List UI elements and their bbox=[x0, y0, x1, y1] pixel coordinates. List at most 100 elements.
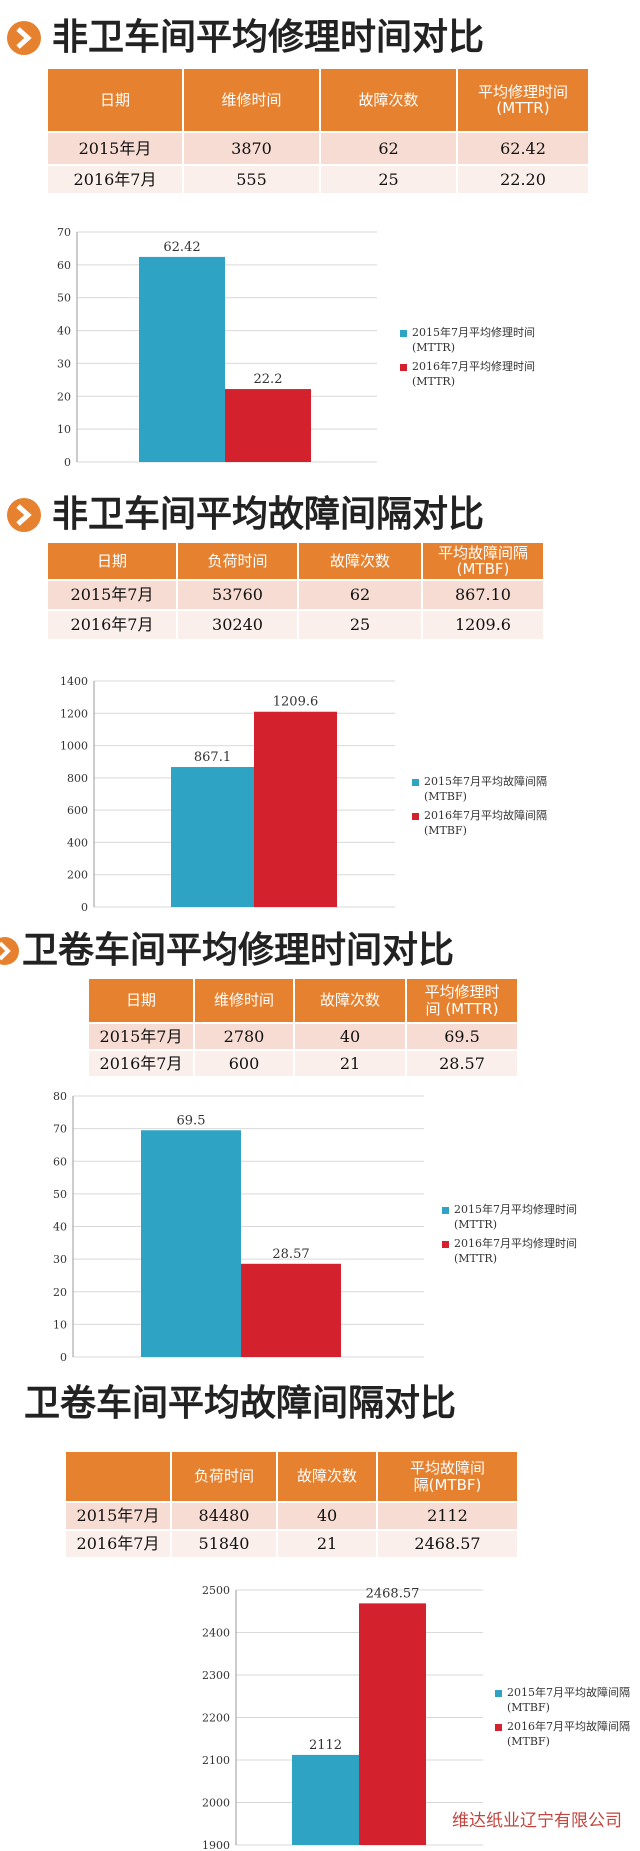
header-cell: 故障次数 bbox=[320, 68, 457, 132]
legend-item: 2016年7月平均故障间隔(MTBF) bbox=[412, 809, 572, 839]
table-cell: 21 bbox=[294, 1050, 406, 1077]
table-cell: 1209.6 bbox=[422, 610, 544, 640]
legend: 2015年7月平均故障间隔(MTBF) 2016年7月平均故障间隔(MTBF) bbox=[495, 1686, 640, 1753]
section-title: 卫卷车间平均修理时间对比 bbox=[22, 930, 455, 971]
header-cell: 日期 bbox=[88, 978, 194, 1023]
table-cell: 2780 bbox=[194, 1023, 294, 1050]
data-label: 62.42 bbox=[163, 240, 200, 255]
legend-swatch bbox=[442, 1240, 449, 1248]
y-tick-label: 200 bbox=[67, 869, 88, 882]
title-icon bbox=[0, 937, 19, 965]
bar bbox=[139, 256, 225, 462]
table-cell: 2016年7月 bbox=[65, 1530, 171, 1558]
table-cell: 84480 bbox=[171, 1502, 277, 1530]
header-text: 故障次数 bbox=[358, 90, 419, 109]
y-tick-label: 2100 bbox=[202, 1754, 230, 1767]
table-cell: 2016年7月 bbox=[47, 610, 177, 640]
header-text: 维修时间 bbox=[213, 991, 274, 1010]
table-cell: 51840 bbox=[171, 1530, 277, 1558]
table-cell: 867.10 bbox=[422, 580, 544, 610]
header-cell: 故障次数 bbox=[298, 542, 422, 580]
header-text: 隔(MTBF) bbox=[413, 1475, 482, 1494]
section-title: 卫卷车间平均故障间隔对比 bbox=[24, 1383, 457, 1424]
y-tick-label: 40 bbox=[57, 325, 71, 338]
y-tick-label: 2300 bbox=[202, 1669, 230, 1682]
table-cell: 69.5 bbox=[406, 1023, 518, 1050]
table-cell: 2468.57 bbox=[377, 1530, 518, 1558]
legend-swatch bbox=[495, 1723, 502, 1731]
y-tick-label: 600 bbox=[67, 804, 88, 817]
title-icon bbox=[7, 21, 41, 55]
table-cell: 53760 bbox=[177, 580, 298, 610]
data-label: 1209.6 bbox=[273, 695, 319, 710]
legend: 2015年7月平均修理时间(MTTR) 2016年7月平均修理时间(MTTR) bbox=[442, 1203, 602, 1270]
y-tick-label: 1400 bbox=[60, 675, 88, 688]
data-label: 28.57 bbox=[272, 1247, 309, 1262]
y-tick-label: 20 bbox=[57, 390, 71, 403]
y-tick-label: 80 bbox=[53, 1090, 67, 1103]
bar bbox=[359, 1603, 426, 1845]
data-label: 2112 bbox=[309, 1738, 342, 1753]
table-cell: 2112 bbox=[377, 1502, 518, 1530]
header-cell: 故障次数 bbox=[294, 978, 406, 1023]
table-cell: 3870 bbox=[183, 132, 320, 165]
legend-item: 2015年7月平均故障间隔(MTBF) bbox=[495, 1686, 640, 1716]
watermark: 维达纸业辽宁有限公司 bbox=[452, 1811, 622, 1831]
header-text: 平均修理时间 bbox=[477, 82, 568, 101]
legend-label: 2016年7月平均故障间隔(MTBF) bbox=[424, 808, 547, 837]
legend-item: 2015年7月平均修理时间(MTTR) bbox=[400, 326, 560, 356]
data-label: 22.2 bbox=[254, 372, 283, 387]
legend-label: 2016年7月平均修理时间(MTTR) bbox=[454, 1236, 577, 1265]
legend-item: 2015年7月平均修理时间(MTTR) bbox=[442, 1203, 602, 1233]
table-cell: 62.42 bbox=[457, 132, 589, 165]
legend-item: 2016年7月平均故障间隔(MTBF) bbox=[495, 1720, 640, 1750]
header-cell: 负荷时间 bbox=[177, 542, 298, 580]
legend-swatch bbox=[412, 779, 419, 786]
header-text: 间 (MTTR) bbox=[425, 999, 499, 1018]
table-cell: 2015年7月 bbox=[47, 580, 177, 610]
header-cell: 故障次数 bbox=[277, 1451, 377, 1502]
header-text: 维修时间 bbox=[221, 90, 282, 109]
legend: 2015年7月平均修理时间(MTTR) 2016年7月平均修理时间(MTTR) bbox=[400, 326, 560, 393]
table-cell: 40 bbox=[294, 1023, 406, 1050]
y-tick-label: 50 bbox=[53, 1188, 67, 1201]
table-cell: 2016年7月 bbox=[88, 1050, 194, 1077]
header-text: 故障次数 bbox=[296, 1467, 357, 1486]
y-tick-label: 0 bbox=[81, 901, 88, 914]
header-text: 平均故障间 bbox=[409, 1459, 485, 1477]
y-tick-label: 0 bbox=[64, 456, 71, 469]
y-tick-label: 50 bbox=[57, 292, 71, 305]
y-tick-label: 40 bbox=[53, 1221, 67, 1234]
y-tick-label: 400 bbox=[67, 836, 88, 849]
bar bbox=[292, 1754, 359, 1845]
header-text: 负荷时间 bbox=[207, 551, 268, 570]
table-cell: 22.20 bbox=[457, 165, 589, 194]
legend-item: 2016年7月平均修理时间(MTTR) bbox=[442, 1237, 602, 1267]
legend-label: 2015年7月平均修理时间(MTTR) bbox=[454, 1203, 577, 1231]
legend: 2015年7月平均故障间隔(MTBF) 2016年7月平均故障间隔(MTBF) bbox=[412, 775, 572, 842]
header-cell: 日期 bbox=[47, 68, 183, 132]
y-tick-label: 70 bbox=[57, 226, 71, 239]
header-text: 日期 bbox=[96, 551, 127, 570]
header-cell: 维修时间 bbox=[194, 978, 294, 1023]
y-tick-label: 1200 bbox=[60, 707, 88, 720]
header-cell: 负荷时间 bbox=[171, 1451, 277, 1502]
legend-swatch bbox=[412, 812, 419, 820]
legend-label: 2015年7月平均故障间隔(MTBF) bbox=[507, 1686, 630, 1714]
legend-item: 2016年7月平均修理时间(MTTR) bbox=[400, 360, 560, 390]
bar bbox=[225, 389, 311, 462]
legend-label: 2015年7月平均故障间隔(MTBF) bbox=[424, 775, 547, 803]
bar bbox=[171, 767, 254, 907]
legend-label: 2016年7月平均修理时间(MTTR) bbox=[412, 359, 535, 388]
data-label: 867.1 bbox=[194, 750, 231, 765]
y-tick-label: 0 bbox=[60, 1351, 67, 1364]
header-text: 故障次数 bbox=[319, 991, 380, 1010]
bar bbox=[241, 1263, 341, 1357]
table-cell: 2015年月 bbox=[47, 132, 183, 165]
y-tick-label: 10 bbox=[57, 423, 71, 436]
header-cell: 平均故障间隔(MTBF) bbox=[377, 1451, 518, 1502]
legend-swatch bbox=[442, 1207, 449, 1214]
table-cell: 62 bbox=[298, 580, 422, 610]
